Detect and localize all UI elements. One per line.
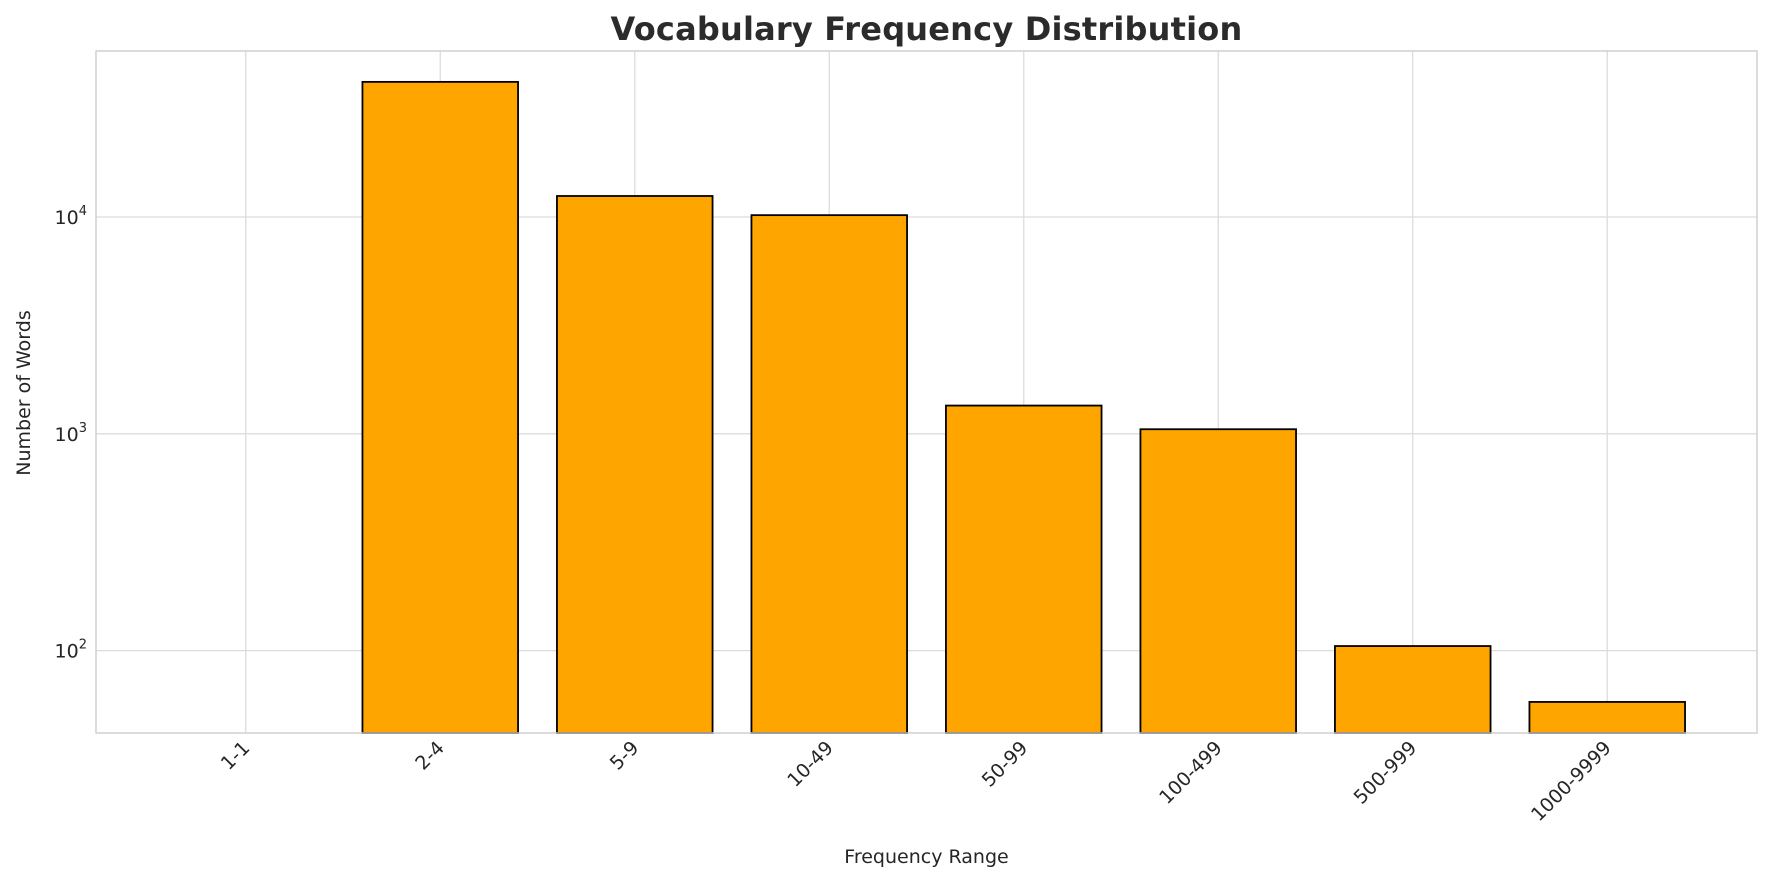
y-axis-label: Number of Words xyxy=(13,310,35,476)
y-tick-label: 102 xyxy=(55,638,87,663)
x-tick-label: 50-99 xyxy=(978,737,1033,792)
x-tick-label: 100-499 xyxy=(1155,737,1227,809)
x-tick-label: 1-1 xyxy=(217,737,255,775)
bar-50-99 xyxy=(945,404,1103,734)
bar-500-999 xyxy=(1334,645,1492,734)
bar-10-49 xyxy=(750,214,908,734)
bar-1000-9999 xyxy=(1528,701,1686,734)
x-tick-label: 10-49 xyxy=(783,737,838,792)
x-tick-label: 5-9 xyxy=(606,737,644,775)
bar-2-4 xyxy=(361,80,519,734)
plot-background xyxy=(96,51,1757,733)
bar-5-9 xyxy=(556,195,714,734)
chart-title: Vocabulary Frequency Distribution xyxy=(610,10,1243,48)
x-tick-label: 2-4 xyxy=(411,737,449,775)
y-tick-label: 104 xyxy=(55,204,87,229)
bar-100-499 xyxy=(1139,428,1297,734)
y-tick-label: 103 xyxy=(55,421,87,446)
plot-border xyxy=(95,50,1758,734)
x-tick-label: 500-999 xyxy=(1350,737,1422,809)
x-axis-label: Frequency Range xyxy=(844,846,1009,868)
x-tick-label: 1000-9999 xyxy=(1527,737,1616,826)
